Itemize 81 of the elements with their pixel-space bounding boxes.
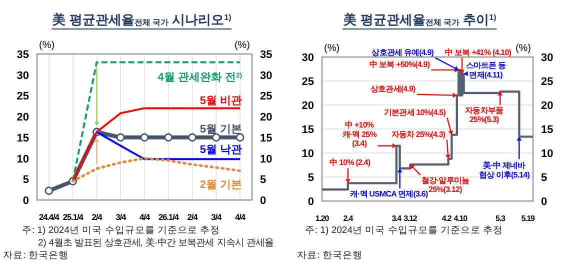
x-tick-label: 4.2 — [442, 214, 452, 223]
y2-tick-label: 30 — [541, 52, 554, 64]
x-tick-label: 3.12 — [404, 214, 418, 223]
point — [116, 133, 125, 142]
annotation: 캐·멕 USMCA 면제(3.6) — [350, 189, 428, 198]
y2-tick-label: 30 — [260, 70, 272, 82]
text: 2) 4월초 발표된 상호관세, 美·中간 보복관세 지속시 관세율 — [38, 238, 274, 248]
y2-tick-label: 15 — [260, 132, 272, 144]
annotation: 자동차 25%(4.3) — [391, 130, 446, 139]
y2-axis-title: (%) — [515, 43, 531, 54]
annotation: 상호관세(4.9) — [370, 84, 416, 94]
annotation: 상호관세 유예(4.9) — [372, 48, 434, 57]
y-tick-label: 10 — [302, 148, 314, 160]
y-axis-title: (%) — [324, 43, 340, 54]
chart-title: 美 평균관세율전체 국가 시나리오$^{1)}$ — [52, 12, 232, 27]
y-tick-label: 25 — [302, 76, 314, 88]
x-tick-label: 26.1/4 — [158, 212, 180, 222]
x-tick-label: 5.19 — [521, 214, 536, 223]
annotation: 스마트폰 등 면제(4.11) — [466, 61, 506, 80]
x-tick-label: 2.4 — [343, 214, 354, 223]
x-tick-label: 4/4 — [139, 212, 150, 222]
x-tick-label: 24.4/4 — [38, 212, 60, 222]
y-tick-label: 5 — [308, 172, 314, 184]
chart-title: 美 평균관세율전체 국가 추이$^{1)}$ — [342, 12, 497, 27]
y-tick-label: 0 — [308, 196, 314, 208]
text: 주: 1) 2024년 미국 수입규모를 기준으로 추정 — [305, 225, 504, 236]
y2-tick-label: 5 — [541, 172, 548, 184]
text: 자료: 한국은행 — [3, 250, 68, 261]
annotation: 美·中 제네바 협상 이후(5.14) — [478, 160, 530, 180]
annotation: 中 보복 +41% (4.10) — [445, 48, 512, 57]
annotation: 中 +10% 캐·멕 25% (3.4) — [342, 120, 377, 148]
x-tick-label: 25.1/4 — [62, 212, 84, 222]
x-tick-label: 2/4 — [92, 212, 103, 222]
annotation: 中 10% (2.4) — [330, 158, 371, 168]
point — [164, 133, 173, 142]
series-label: 5월 비관 — [200, 95, 242, 108]
point — [188, 133, 196, 142]
annotation: 中 보복 +50%(4.9) — [370, 60, 430, 69]
y-tick-label: 20 — [302, 100, 314, 112]
y-tick-label: 30 — [16, 70, 29, 82]
y2-tick-label: 5 — [260, 174, 266, 186]
y2-tick-label: 15 — [541, 124, 554, 136]
x-tick-label: 3/4 — [116, 212, 126, 222]
y-tick-label: 10 — [16, 153, 29, 166]
y2-axis-title: (%) — [234, 40, 250, 51]
y2-tick-label: 35 — [260, 49, 272, 61]
x-tick-label: 5.3 — [495, 214, 506, 223]
y2-tick-label: 20 — [260, 112, 272, 124]
series-label: 5월 낙관 — [200, 144, 242, 156]
y-tick-label: 25 — [16, 90, 29, 103]
y2-tick-label: 0 — [541, 196, 548, 208]
y2-tick-label: 25 — [541, 76, 554, 88]
y-axis-title: (%) — [39, 40, 55, 51]
x-tick-label: 1.20 — [315, 214, 330, 223]
y2-tick-label: 20 — [541, 100, 554, 112]
y2-tick-label: 10 — [260, 153, 272, 166]
series-label: 4월 관세완화 전$^{2)}$ — [158, 71, 242, 84]
point — [44, 186, 54, 196]
series-label: 5월 기본 — [200, 123, 242, 136]
y-tick-label: 15 — [302, 124, 314, 136]
y-tick-label: 0 — [22, 195, 29, 207]
y2-tick-label: 10 — [541, 148, 554, 160]
text: 자료: 한국은행 — [297, 250, 362, 261]
y-tick-label: 30 — [302, 52, 314, 64]
x-tick-label: 3/4 — [211, 212, 222, 222]
point — [212, 133, 220, 142]
y2-tick-label: 25 — [260, 90, 272, 103]
y-tick-label: 35 — [16, 49, 29, 61]
annotation: 기본관세 10%(4.5) — [384, 108, 446, 117]
x-tick-label: 2/4 — [187, 212, 198, 222]
y2-tick-label: 0 — [260, 195, 266, 207]
x-tick-label: 4.10 — [454, 214, 468, 223]
y-tick-label: 5 — [22, 174, 29, 186]
text: 주: 1) 2024년 미국 수입규모를 기준으로 추정 — [22, 225, 220, 236]
series-label: 2월 기본 — [200, 178, 242, 191]
y-tick-label: 20 — [16, 112, 29, 124]
x-tick-label: 4/4 — [235, 212, 246, 222]
x-tick-label: 3.4 — [392, 214, 402, 223]
annotation: 자동차부품 25%(5.3) — [465, 106, 504, 124]
point — [140, 133, 149, 142]
y-tick-label: 15 — [16, 132, 29, 144]
